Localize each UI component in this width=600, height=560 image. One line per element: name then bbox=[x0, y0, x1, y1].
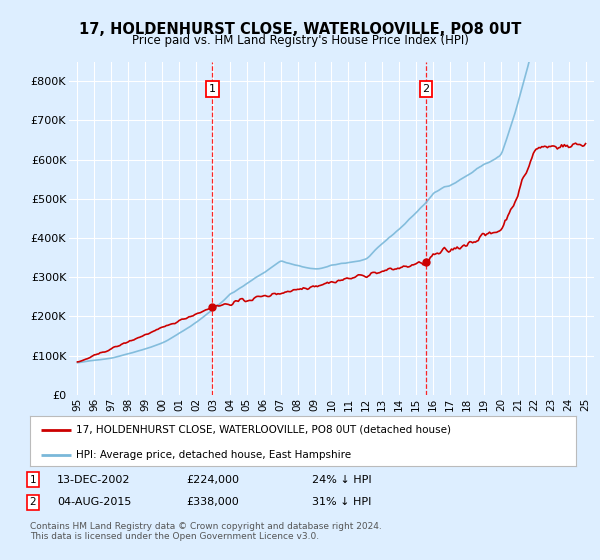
Text: 1: 1 bbox=[29, 475, 37, 485]
Text: 31% ↓ HPI: 31% ↓ HPI bbox=[312, 497, 371, 507]
Text: 2: 2 bbox=[422, 84, 430, 94]
Text: HPI: Average price, detached house, East Hampshire: HPI: Average price, detached house, East… bbox=[76, 450, 352, 460]
Text: £338,000: £338,000 bbox=[186, 497, 239, 507]
Text: 04-AUG-2015: 04-AUG-2015 bbox=[57, 497, 131, 507]
Text: 13-DEC-2002: 13-DEC-2002 bbox=[57, 475, 131, 485]
Text: 17, HOLDENHURST CLOSE, WATERLOOVILLE, PO8 0UT (detached house): 17, HOLDENHURST CLOSE, WATERLOOVILLE, PO… bbox=[76, 424, 451, 435]
Text: 2: 2 bbox=[29, 497, 37, 507]
Text: Price paid vs. HM Land Registry's House Price Index (HPI): Price paid vs. HM Land Registry's House … bbox=[131, 34, 469, 46]
Text: 1: 1 bbox=[209, 84, 216, 94]
Text: 24% ↓ HPI: 24% ↓ HPI bbox=[312, 475, 371, 485]
Text: 17, HOLDENHURST CLOSE, WATERLOOVILLE, PO8 0UT: 17, HOLDENHURST CLOSE, WATERLOOVILLE, PO… bbox=[79, 22, 521, 38]
Text: Contains HM Land Registry data © Crown copyright and database right 2024.
This d: Contains HM Land Registry data © Crown c… bbox=[30, 522, 382, 542]
Text: £224,000: £224,000 bbox=[186, 475, 239, 485]
